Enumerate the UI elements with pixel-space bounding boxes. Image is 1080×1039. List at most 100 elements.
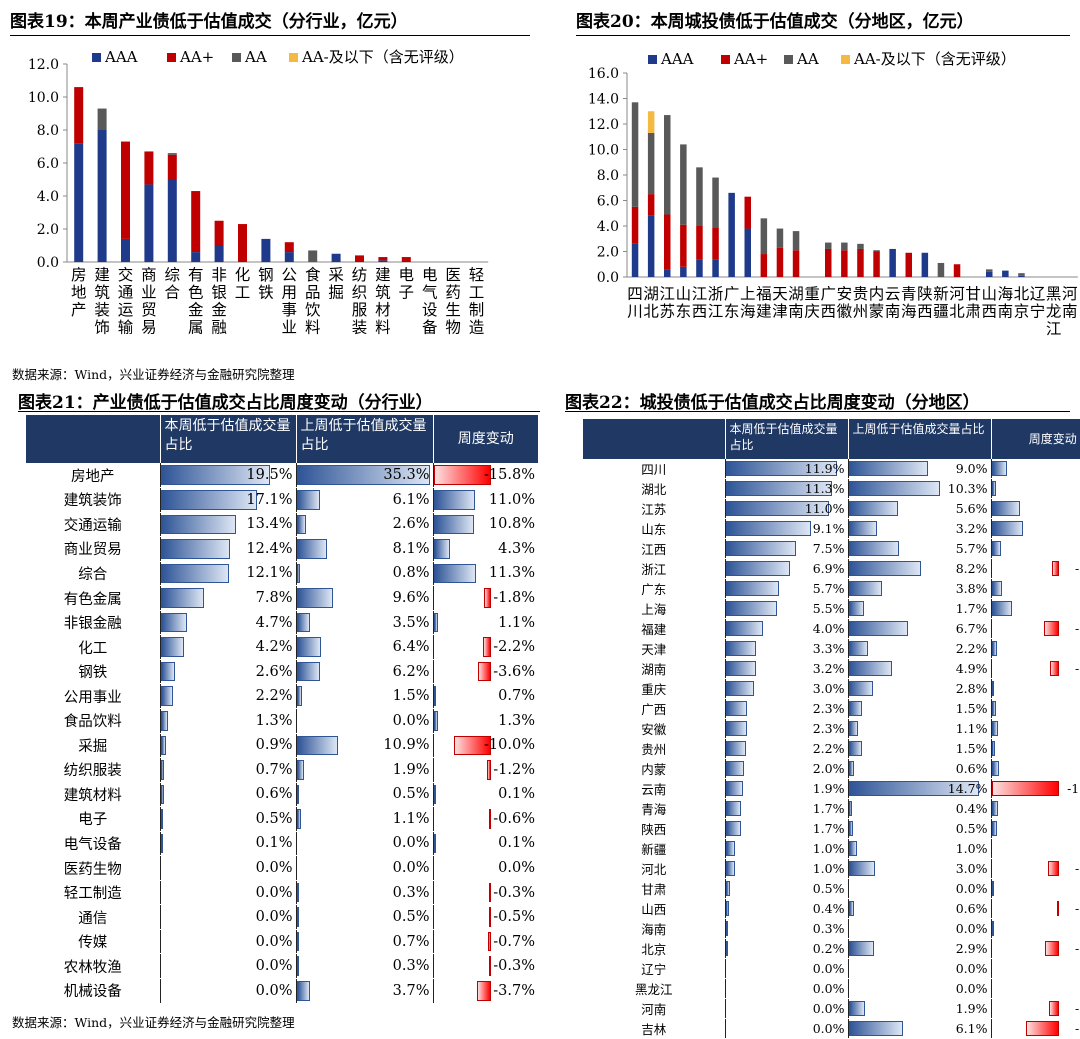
- y-tick-label: 4.0: [597, 219, 619, 235]
- data-cell: 12.1%: [159, 561, 296, 587]
- x-tick-label: 西: [820, 303, 836, 321]
- y-tick-label: 12.0: [28, 57, 59, 73]
- data-bar: [296, 661, 320, 682]
- table-row: 医药生物 0.0% 0.0% 0.0%: [26, 855, 538, 881]
- data-cell: 2.0%: [990, 578, 1080, 599]
- data-cell: 0.0%: [295, 855, 433, 881]
- x-tick-label: 设: [422, 301, 438, 319]
- data-cell: 2.6%: [159, 659, 296, 685]
- cell-value: 11.3%: [804, 481, 845, 496]
- y-tick-label: 8.0: [37, 123, 59, 139]
- data-cell: 35.3%: [295, 463, 433, 489]
- row-label: 重庆: [583, 678, 725, 699]
- cell-value: 9.6%: [392, 590, 430, 606]
- row-label: 轻工制造: [26, 880, 160, 906]
- data-cell: 2.6%: [295, 512, 433, 538]
- x-tick-label: 东: [676, 303, 692, 321]
- row-label: 公用事业: [26, 683, 160, 709]
- cell-value: 0.7%: [392, 933, 430, 950]
- data-cell: 19.5%: [159, 463, 296, 489]
- data-cell: 0.5%: [724, 878, 848, 899]
- x-tick-label: 造: [469, 319, 485, 337]
- x-tick-label: 业: [141, 284, 157, 302]
- data-bar: [433, 784, 436, 805]
- data-bar: [848, 821, 853, 836]
- data-cell: 1.0%: [847, 838, 991, 859]
- data-bar: [725, 521, 811, 536]
- x-tick-label: 通: [118, 284, 134, 302]
- bar-AA+-2: [121, 141, 130, 239]
- x-tick-label: 银: [211, 284, 227, 302]
- table-row: 传媒 0.0% 0.7% -0.7%: [26, 929, 538, 955]
- data-bar: [482, 637, 491, 657]
- data-bar: [848, 901, 854, 916]
- bar-AA+-1: [647, 194, 655, 216]
- bar-AAA-1: [97, 130, 107, 262]
- cell-value: 2.8%: [955, 681, 988, 696]
- cell-value: 1.7%: [812, 821, 845, 836]
- table-row: 北京 0.2% 2.9% -2.7%: [583, 938, 1080, 959]
- data-cell: 1.5%: [847, 738, 991, 759]
- data-bar: [991, 541, 1002, 556]
- bar-AA+-9: [284, 242, 294, 253]
- legend-swatch: [289, 53, 298, 62]
- data-bar: [433, 514, 474, 535]
- row-label: 电子: [26, 806, 160, 832]
- legend-swatch: [784, 55, 793, 64]
- data-bar: [296, 612, 310, 633]
- data-cell: 4.7%: [159, 610, 296, 636]
- x-tick-label: 徽: [837, 303, 853, 321]
- data-bar: [484, 588, 491, 608]
- data-cell: 6.9%: [724, 558, 848, 579]
- data-cell: 0.0%: [159, 953, 296, 979]
- cell-value: 9.1%: [812, 521, 845, 536]
- data-cell: 2.2%: [724, 738, 848, 759]
- data-bar: [725, 741, 747, 756]
- data-cell: 4.3%: [432, 536, 538, 562]
- cell-value: 12.4%: [246, 540, 293, 557]
- bar-AA-22: [986, 269, 993, 272]
- cell-value: 0.1%: [498, 835, 535, 852]
- data-cell: 11.3%: [432, 561, 538, 587]
- data-cell: 5.7%: [847, 538, 991, 559]
- cell-value: 1.3%: [255, 712, 293, 729]
- row-label: 非银金融: [26, 610, 160, 636]
- data-bar: [848, 801, 853, 816]
- data-bar: [1048, 861, 1059, 876]
- data-cell: 0.0%: [990, 958, 1080, 979]
- x-tick-label: 河: [1062, 285, 1078, 303]
- data-bar: [296, 514, 307, 535]
- cell-value: 5.7%: [812, 581, 845, 596]
- data-cell: 11.9%: [724, 459, 848, 479]
- table-row: 广东 5.7% 3.8%2.0%: [583, 578, 1080, 599]
- cell-value: 2.2%: [812, 741, 845, 756]
- x-tick-label: 北: [949, 303, 965, 321]
- data-cell: 3.0%: [847, 858, 991, 879]
- row-label: 陕西: [583, 818, 725, 839]
- data-cell: 1.7%: [724, 798, 848, 819]
- cell-value: 0.0%: [955, 961, 988, 976]
- data-bar: [725, 721, 748, 736]
- table-row: 山东 9.1% 3.2%5.9%: [583, 518, 1080, 539]
- x-tick-label: 黑: [1046, 285, 1062, 303]
- data-cell: 9.6%: [295, 585, 433, 611]
- table-row: 综合 12.1% 0.8% 11.3%: [26, 561, 538, 587]
- data-bar: [1026, 1021, 1059, 1036]
- data-cell: 7.8%: [159, 585, 296, 611]
- x-tick-label: 建: [375, 266, 391, 284]
- x-tick-label: 州: [853, 303, 869, 321]
- data-cell: 1.7%: [847, 598, 991, 619]
- row-label: 农林牧渔: [26, 953, 160, 979]
- table-row: 江苏 11.0% 5.6%5.4%: [583, 498, 1080, 519]
- bar-AAA-0: [74, 143, 84, 262]
- data-bar: [991, 761, 999, 776]
- cell-value: 1.9%: [812, 781, 845, 796]
- data-cell: 0.3%: [990, 918, 1080, 939]
- data-cell: 14.7%: [847, 778, 991, 799]
- table-row: 内蒙 2.0% 0.6%1.4%: [583, 758, 1080, 779]
- legend-swatch: [841, 55, 850, 64]
- cell-value: -2.2%: [493, 639, 535, 656]
- data-cell: 0.0%: [847, 878, 991, 899]
- data-cell: 2.3%: [724, 718, 848, 739]
- bar-AA+-14: [857, 248, 864, 277]
